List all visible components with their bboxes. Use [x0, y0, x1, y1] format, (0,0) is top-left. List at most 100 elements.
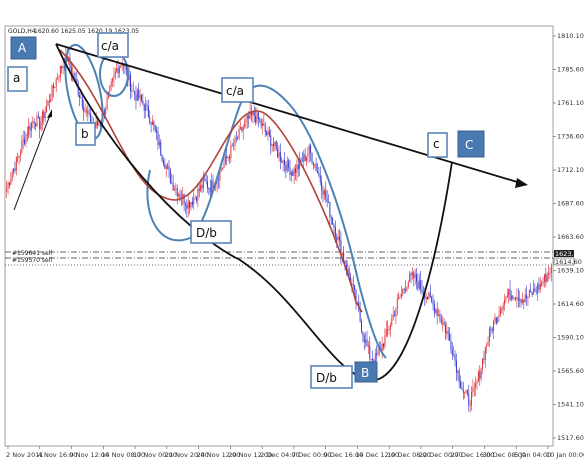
candle-up — [475, 383, 477, 388]
candle-down — [339, 236, 340, 240]
candle-down — [490, 328, 492, 330]
candle-down — [387, 329, 389, 330]
label-a-box — [7, 66, 28, 92]
candle-down — [363, 335, 365, 343]
candle-down — [176, 188, 178, 196]
candle-up — [428, 292, 430, 299]
ohlc-label: 1620.60 1625.05 1620.19 1623.05 — [34, 28, 139, 35]
candle-up — [219, 170, 221, 181]
candle-down — [73, 72, 75, 80]
candle-up — [347, 268, 349, 271]
candle-up — [131, 90, 133, 92]
candle-up — [44, 112, 46, 119]
candle-down — [37, 115, 39, 117]
y-tick-label: 1541.10 — [557, 401, 584, 409]
candle-up — [110, 81, 112, 86]
candle-down — [260, 119, 262, 126]
candle-up — [527, 296, 529, 299]
candle-down — [416, 274, 418, 282]
candle-up — [13, 168, 15, 173]
candle-up — [476, 381, 478, 384]
label-a: a — [13, 71, 20, 85]
candle-up — [505, 297, 507, 300]
x-tick-label: 7 Dec 00:00 — [292, 451, 332, 459]
candle-up — [499, 309, 501, 316]
candle-up — [370, 358, 372, 360]
candle-down — [26, 134, 28, 136]
candle-down — [325, 190, 327, 199]
candle-down — [369, 345, 371, 360]
x-tick-label: 14 Nov 08:00 — [101, 451, 145, 459]
label-ca-1: c/a — [101, 39, 119, 53]
candle-down — [432, 301, 434, 305]
candle-down — [162, 160, 164, 165]
candle-up — [504, 299, 506, 305]
order-lines: #159641 sell #159570 sell — [5, 250, 553, 266]
candle-down — [334, 227, 336, 237]
candle-down — [164, 164, 166, 169]
candle-down — [515, 298, 517, 300]
candle-down — [361, 321, 363, 332]
candle-up — [262, 123, 263, 126]
candle-up — [200, 185, 202, 191]
candle-up — [548, 272, 550, 275]
candle-up — [242, 126, 244, 131]
candle-up — [36, 115, 38, 127]
candle-down — [517, 297, 519, 301]
candle-up — [57, 78, 59, 80]
candle-down — [191, 202, 193, 205]
candle-down — [138, 90, 140, 99]
candle-up — [271, 144, 273, 147]
candle-down — [439, 314, 441, 320]
candle-up — [388, 329, 390, 331]
price-tag-bg-1 — [554, 250, 574, 257]
candle-up — [488, 328, 490, 342]
x-tick-label: 4 Nov 16:00 — [38, 451, 78, 459]
candle-down — [383, 343, 385, 347]
candle-down — [275, 141, 277, 149]
candle-down — [80, 97, 82, 99]
order-label-1: #159641 sell — [12, 250, 52, 257]
candle-down — [160, 141, 162, 156]
candle-down — [531, 292, 533, 295]
y-tick-label: 1517.60 — [557, 434, 584, 442]
candle-up — [477, 371, 479, 382]
candle-down — [433, 304, 435, 313]
candle-down — [461, 387, 463, 390]
candle-up — [227, 156, 229, 159]
candle-up — [484, 346, 486, 361]
candle-down — [268, 131, 270, 136]
candle-down — [24, 139, 26, 144]
candle-up — [15, 156, 17, 171]
candle-up — [391, 318, 393, 326]
candle-down — [427, 296, 429, 299]
candle-down — [253, 111, 255, 116]
order-label-2: #159570 sell — [12, 257, 52, 264]
candle-up — [193, 198, 195, 205]
candle-down — [279, 152, 281, 161]
y-tick-label: 1810.10 — [557, 32, 584, 40]
candle-down — [201, 185, 203, 189]
y-tick-label: 1663.60 — [557, 233, 584, 241]
annotations: A a b c/a c/a D/b D/b B c C — [7, 32, 485, 389]
trend-line — [55, 43, 525, 185]
candle-up — [537, 284, 539, 293]
y-tick-label: 1736.60 — [557, 133, 584, 141]
candle-down — [266, 132, 268, 135]
candle-up — [396, 299, 398, 309]
x-tick-label: 27 Dec 16:00 — [451, 451, 495, 459]
x-tick-label: 2 Nov 2011 — [6, 451, 44, 459]
candle-down — [352, 284, 354, 286]
candle-down — [348, 268, 350, 277]
candle-down — [273, 144, 274, 146]
label-B-box — [354, 361, 378, 383]
candle-up — [220, 169, 222, 171]
candle-up — [290, 171, 292, 176]
candle-down — [526, 294, 528, 299]
candle-down — [218, 179, 219, 181]
wave-path-blue — [146, 84, 387, 359]
candle-up — [323, 190, 325, 195]
candle-down — [417, 281, 419, 289]
candle-down — [277, 148, 279, 158]
black-u-curve — [55, 43, 453, 382]
